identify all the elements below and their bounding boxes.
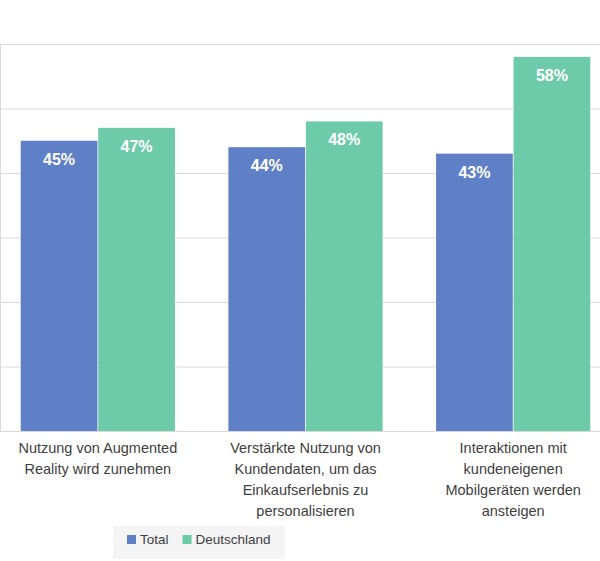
chart: Nutzung von AugmentedReality wird zunehm… [0, 0, 600, 561]
data-label: 47% [121, 138, 153, 155]
y-tick [0, 109, 600, 110]
x-tick: Nutzung von AugmentedReality wird zunehm… [18, 431, 177, 477]
y-tick [0, 44, 600, 45]
x-tick: Interaktionen mitkundeneigenenMobilgerät… [445, 431, 580, 519]
data-label: 45% [43, 151, 75, 168]
y-axis-line [1, 45, 600, 432]
x-tick-label: Interaktionen mitkundeneigenenMobilgerät… [445, 440, 580, 519]
data-label: 43% [458, 164, 490, 181]
x-axis: Nutzung von AugmentedReality wird zunehm… [0, 431, 600, 519]
x-tick-label: Verstärkte Nutzung vonKundendaten, um da… [230, 440, 381, 519]
grid-line [0, 44, 600, 45]
bar [228, 147, 305, 431]
legend-background [113, 526, 285, 559]
legend: Total Deutschland [113, 526, 285, 559]
grid-line [0, 109, 600, 110]
x-axis-line [0, 431, 600, 432]
y-axis [0, 45, 600, 432]
data-label: 48% [328, 131, 360, 148]
legend-swatch [183, 535, 192, 544]
legend-label: Total [140, 532, 169, 547]
x-tick: Verstärkte Nutzung vonKundendaten, um da… [230, 431, 381, 519]
data-label: 58% [536, 67, 568, 84]
data-label: 44% [251, 157, 283, 174]
legend-swatch [127, 535, 136, 544]
bar [436, 154, 513, 431]
data-labels: 45% 44% 43% 47% 48% 58% [43, 67, 568, 181]
bars [21, 57, 591, 431]
legend-label: Deutschland [196, 532, 271, 547]
bar [98, 128, 175, 431]
bar [514, 57, 591, 431]
x-tick-label: Nutzung von AugmentedReality wird zunehm… [18, 440, 177, 477]
bar [21, 141, 98, 431]
bar [306, 121, 383, 431]
